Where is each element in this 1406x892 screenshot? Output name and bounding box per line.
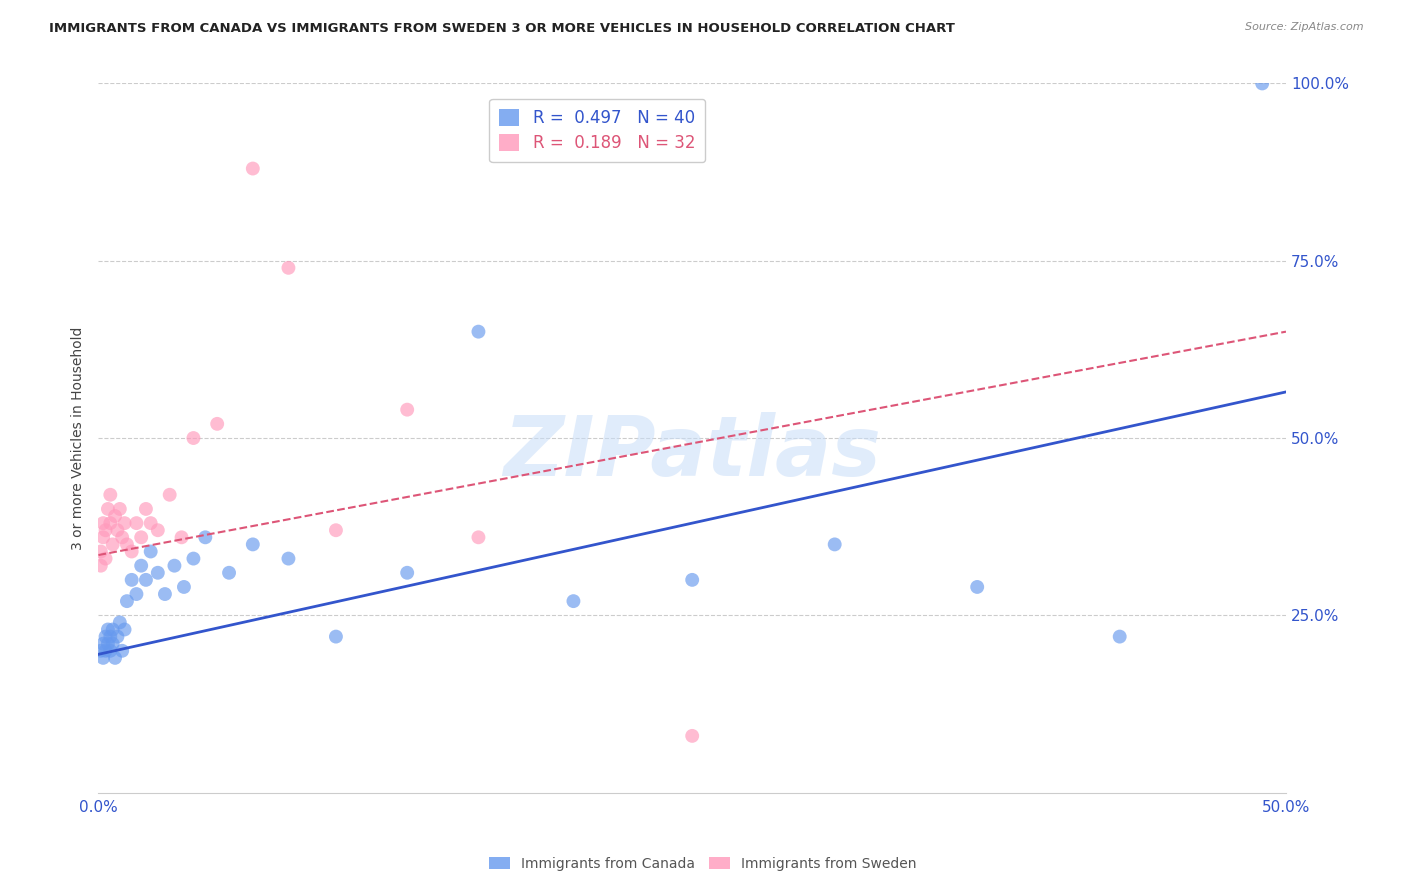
Point <box>94 523 117 537</box>
Y-axis label: 3 or more Vehicles in Household: 3 or more Vehicles in Household <box>72 326 86 549</box>
Point <box>467 325 489 339</box>
Point <box>325 630 347 644</box>
Point <box>325 523 347 537</box>
Point <box>108 615 131 630</box>
Point <box>135 573 157 587</box>
Point <box>121 573 143 587</box>
Text: ZIPatlas: ZIPatlas <box>503 412 882 492</box>
Point <box>121 544 143 558</box>
Point <box>966 580 988 594</box>
Point <box>396 402 419 417</box>
Point <box>94 551 117 566</box>
Point <box>90 558 112 573</box>
Point <box>159 488 181 502</box>
Point <box>242 537 264 551</box>
Point <box>91 516 114 530</box>
Point <box>91 530 114 544</box>
Point <box>277 260 299 275</box>
Point <box>146 523 169 537</box>
Point <box>104 651 127 665</box>
Point <box>114 516 136 530</box>
Point <box>681 729 703 743</box>
Point <box>91 651 114 665</box>
Point <box>153 587 176 601</box>
Point <box>163 558 186 573</box>
Point <box>115 594 138 608</box>
Point <box>104 509 127 524</box>
Point <box>125 587 148 601</box>
Point <box>101 537 124 551</box>
Point <box>277 551 299 566</box>
Point <box>97 637 120 651</box>
Legend: Immigrants from Canada, Immigrants from Sweden: Immigrants from Canada, Immigrants from … <box>484 851 922 876</box>
Point <box>1108 630 1130 644</box>
Point <box>170 530 193 544</box>
Point <box>125 516 148 530</box>
Point <box>183 551 205 566</box>
Point <box>146 566 169 580</box>
Point <box>562 594 585 608</box>
Point <box>205 417 228 431</box>
Point <box>139 544 162 558</box>
Legend: R =  0.497   N = 40, R =  0.189   N = 32: R = 0.497 N = 40, R = 0.189 N = 32 <box>489 99 706 161</box>
Text: IMMIGRANTS FROM CANADA VS IMMIGRANTS FROM SWEDEN 3 OR MORE VEHICLES IN HOUSEHOLD: IMMIGRANTS FROM CANADA VS IMMIGRANTS FRO… <box>49 22 955 36</box>
Point <box>97 502 120 516</box>
Point <box>90 644 112 658</box>
Point <box>183 431 205 445</box>
Point <box>135 502 157 516</box>
Point <box>98 630 121 644</box>
Point <box>681 573 703 587</box>
Point <box>94 630 117 644</box>
Point <box>115 537 138 551</box>
Point <box>107 630 129 644</box>
Point <box>218 566 240 580</box>
Point <box>396 566 419 580</box>
Point <box>101 637 124 651</box>
Point <box>467 530 489 544</box>
Point <box>129 558 152 573</box>
Text: Source: ZipAtlas.com: Source: ZipAtlas.com <box>1246 22 1364 32</box>
Point <box>114 623 136 637</box>
Point <box>173 580 195 594</box>
Point <box>97 623 120 637</box>
Point <box>111 530 134 544</box>
Point <box>194 530 217 544</box>
Point <box>111 644 134 658</box>
Point <box>98 516 121 530</box>
Point <box>98 644 121 658</box>
Point <box>1251 77 1274 91</box>
Point <box>824 537 846 551</box>
Point <box>91 637 114 651</box>
Point <box>129 530 152 544</box>
Point <box>98 488 121 502</box>
Point <box>108 502 131 516</box>
Point <box>90 544 112 558</box>
Point <box>139 516 162 530</box>
Point <box>94 644 117 658</box>
Point <box>107 523 129 537</box>
Point <box>101 623 124 637</box>
Point <box>242 161 264 176</box>
